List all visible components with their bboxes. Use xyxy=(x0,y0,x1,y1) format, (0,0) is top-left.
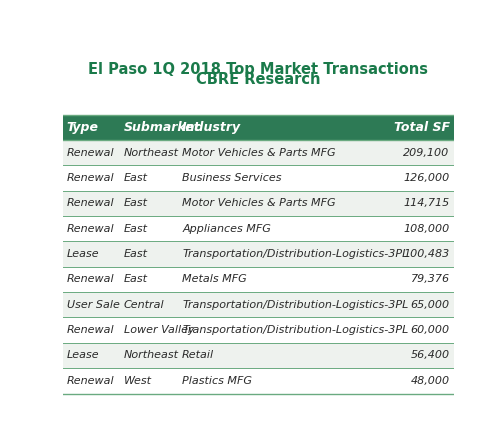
Text: 100,483: 100,483 xyxy=(403,249,450,259)
Text: 56,400: 56,400 xyxy=(411,351,450,360)
Bar xyxy=(63,267,454,292)
Text: Renewal: Renewal xyxy=(67,376,114,386)
Text: Submarket: Submarket xyxy=(123,121,200,134)
Text: Business Services: Business Services xyxy=(182,173,282,183)
Text: 65,000: 65,000 xyxy=(411,300,450,310)
Text: Type: Type xyxy=(67,121,99,134)
Text: Lower Valley: Lower Valley xyxy=(123,325,194,335)
Text: 114,715: 114,715 xyxy=(403,198,450,208)
Bar xyxy=(63,368,454,393)
Text: El Paso 1Q 2018 Top Market Transactions: El Paso 1Q 2018 Top Market Transactions xyxy=(88,62,428,77)
Text: Renewal: Renewal xyxy=(67,224,114,234)
Text: Transportation/Distribution-Logistics-3PL: Transportation/Distribution-Logistics-3P… xyxy=(182,249,409,259)
Text: Renewal: Renewal xyxy=(67,173,114,183)
Text: Metals MFG: Metals MFG xyxy=(182,274,247,285)
Bar xyxy=(63,191,454,216)
Bar xyxy=(63,343,454,368)
Text: 60,000: 60,000 xyxy=(411,325,450,335)
Text: 126,000: 126,000 xyxy=(403,173,450,183)
Text: Transportation/Distribution-Logistics-3PL: Transportation/Distribution-Logistics-3P… xyxy=(182,325,409,335)
Text: Industry: Industry xyxy=(182,121,241,134)
Text: East: East xyxy=(123,224,148,234)
Text: East: East xyxy=(123,173,148,183)
Text: Retail: Retail xyxy=(182,351,214,360)
Text: Lease: Lease xyxy=(67,351,99,360)
Text: Total SF: Total SF xyxy=(394,121,450,134)
Text: Northeast: Northeast xyxy=(123,351,178,360)
Text: Renewal: Renewal xyxy=(67,148,114,158)
Text: Motor Vehicles & Parts MFG: Motor Vehicles & Parts MFG xyxy=(182,148,336,158)
Text: Appliances MFG: Appliances MFG xyxy=(182,224,271,234)
Text: Northeast: Northeast xyxy=(123,148,178,158)
Bar xyxy=(63,116,454,140)
Bar xyxy=(63,216,454,241)
Text: 79,376: 79,376 xyxy=(411,274,450,285)
Text: West: West xyxy=(123,376,152,386)
Text: CBRE Research: CBRE Research xyxy=(196,72,321,87)
Text: Renewal: Renewal xyxy=(67,274,114,285)
Bar xyxy=(63,292,454,318)
Bar xyxy=(63,241,454,267)
Text: East: East xyxy=(123,249,148,259)
Text: Plastics MFG: Plastics MFG xyxy=(182,376,252,386)
Text: Central: Central xyxy=(123,300,164,310)
Text: Renewal: Renewal xyxy=(67,198,114,208)
Text: Renewal: Renewal xyxy=(67,325,114,335)
Text: East: East xyxy=(123,274,148,285)
Text: Transportation/Distribution-Logistics-3PL: Transportation/Distribution-Logistics-3P… xyxy=(182,300,409,310)
Bar xyxy=(63,318,454,343)
Text: Motor Vehicles & Parts MFG: Motor Vehicles & Parts MFG xyxy=(182,198,336,208)
Text: Lease: Lease xyxy=(67,249,99,259)
Bar xyxy=(63,140,454,165)
Text: 209,100: 209,100 xyxy=(403,148,450,158)
Text: East: East xyxy=(123,198,148,208)
Text: 108,000: 108,000 xyxy=(403,224,450,234)
Bar xyxy=(63,165,454,191)
Text: User Sale: User Sale xyxy=(67,300,120,310)
Text: 48,000: 48,000 xyxy=(411,376,450,386)
